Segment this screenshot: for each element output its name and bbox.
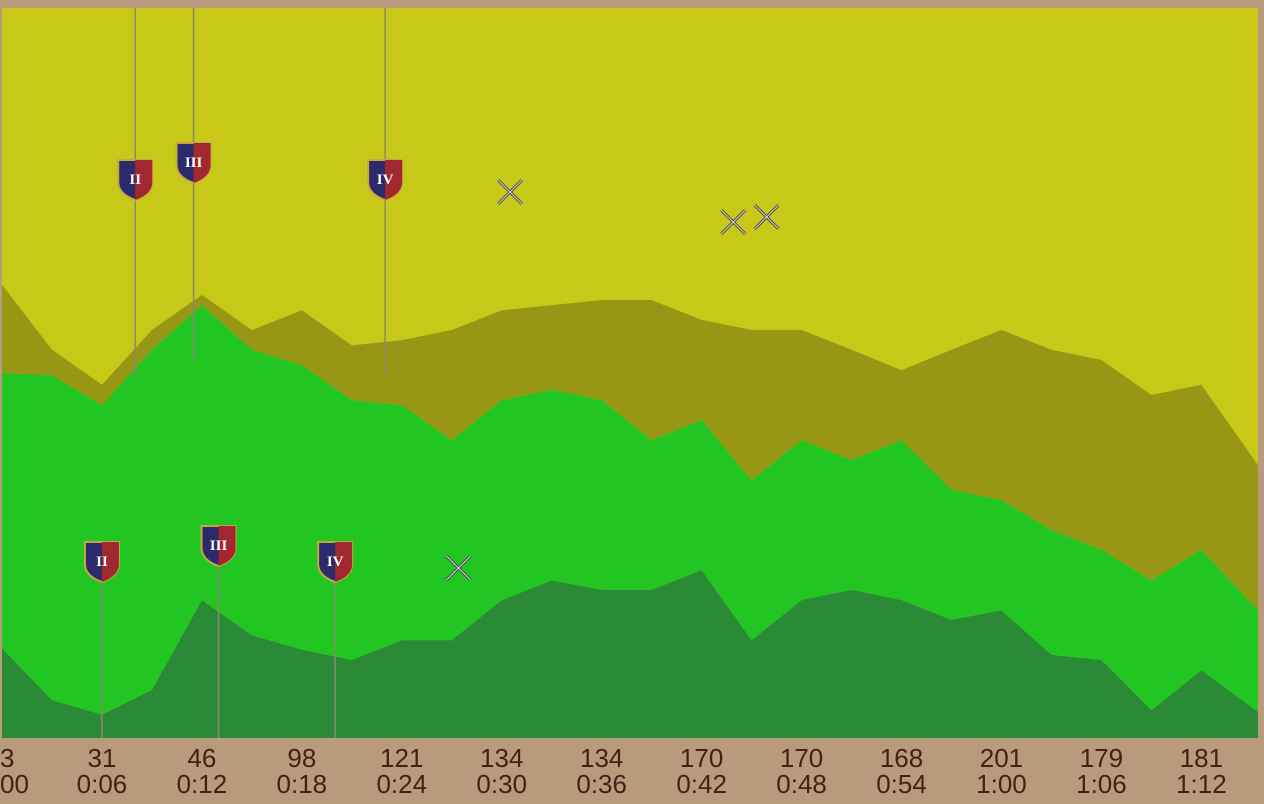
sword-shine bbox=[754, 204, 779, 230]
sword-shine bbox=[497, 179, 523, 205]
tick-count: 121 bbox=[380, 743, 423, 773]
area-layer bbox=[2, 570, 1258, 738]
shield-half bbox=[335, 542, 353, 582]
tick-label: 1:12 bbox=[1176, 769, 1227, 799]
age-up-icon: II bbox=[117, 159, 154, 202]
tick-label: 0:54 bbox=[876, 769, 927, 799]
tick-count: 170 bbox=[680, 743, 723, 773]
tick-label: 0:36 bbox=[576, 769, 627, 799]
shield-half bbox=[101, 542, 119, 582]
tick-label: 1:00 bbox=[976, 769, 1027, 799]
tick-count: 98 bbox=[287, 743, 316, 773]
tick-count: 201 bbox=[980, 743, 1023, 773]
area-layer bbox=[2, 284, 1258, 611]
tick-count: 179 bbox=[1080, 743, 1123, 773]
tick-count: 181 bbox=[1180, 743, 1223, 773]
age-up-icon: II bbox=[83, 541, 120, 584]
age-label: IV bbox=[327, 554, 344, 570]
tick-label: 0:12 bbox=[177, 769, 228, 799]
tick-count: 168 bbox=[880, 743, 923, 773]
area-layer bbox=[2, 8, 1258, 465]
age-label: IV bbox=[377, 172, 394, 188]
tick-label: 0:24 bbox=[376, 769, 427, 799]
sword-shine bbox=[720, 209, 746, 235]
age-up-icon: III bbox=[200, 525, 237, 568]
shield-half bbox=[218, 526, 236, 566]
tick-label: 0:48 bbox=[776, 769, 827, 799]
battle-icon bbox=[720, 208, 747, 236]
shield-half bbox=[385, 160, 403, 200]
age-up-icon: IV bbox=[317, 541, 354, 584]
age-up-icon: III bbox=[175, 142, 212, 185]
age-label: III bbox=[185, 155, 203, 171]
tick-count: 134 bbox=[580, 743, 623, 773]
tick-count: 170 bbox=[780, 743, 823, 773]
area-layer bbox=[2, 305, 1258, 715]
age-label: III bbox=[210, 538, 228, 554]
tick-label: 0:42 bbox=[676, 769, 727, 799]
tick-label: 1:06 bbox=[1076, 769, 1127, 799]
age-label: II bbox=[129, 172, 141, 188]
tick-count: 134 bbox=[480, 743, 523, 773]
tick-count: 3 bbox=[0, 743, 14, 773]
tick-label: 00 bbox=[0, 769, 29, 799]
tick-label: 0:18 bbox=[277, 769, 328, 799]
battle-icon bbox=[753, 203, 780, 231]
shield-half bbox=[193, 143, 211, 183]
sword-shine bbox=[446, 555, 471, 581]
battle-icon bbox=[445, 554, 472, 582]
battle-icon bbox=[497, 178, 524, 206]
tick-label: 0:06 bbox=[77, 769, 128, 799]
age-up-icon: IV bbox=[367, 159, 404, 202]
shield-half bbox=[135, 160, 153, 200]
tick-count: 46 bbox=[187, 743, 216, 773]
age-label: II bbox=[96, 554, 108, 570]
tick-count: 31 bbox=[87, 743, 116, 773]
tick-label: 0:30 bbox=[476, 769, 527, 799]
